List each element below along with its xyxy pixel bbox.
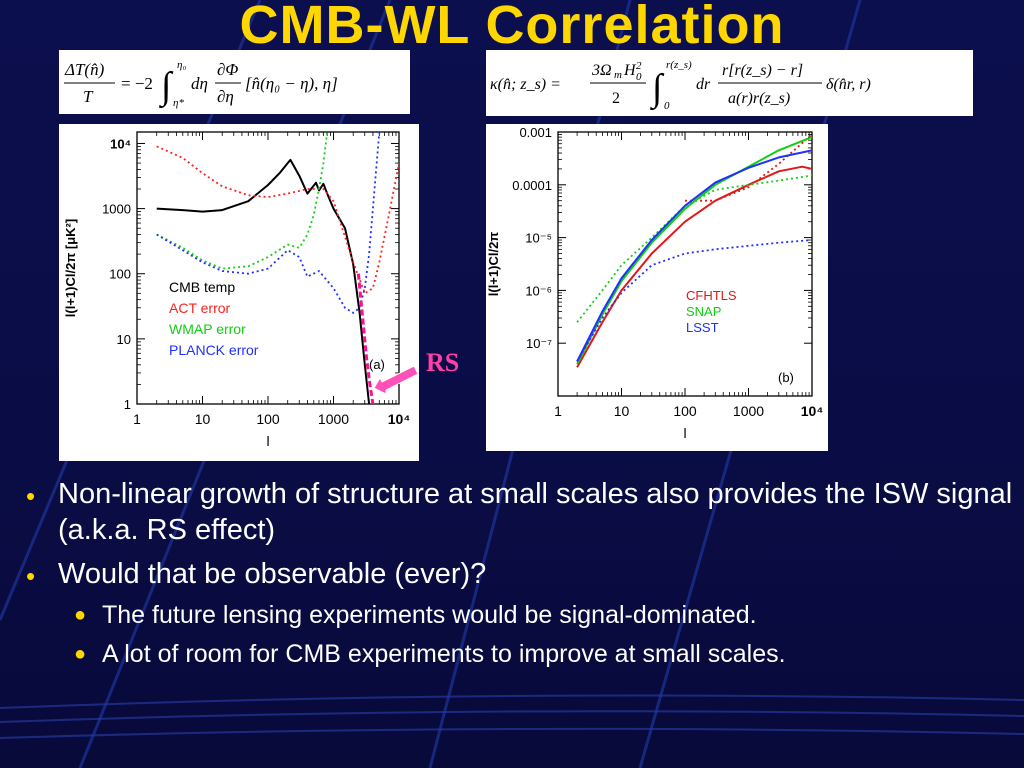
x-tick-label: 10⁴	[801, 403, 824, 419]
svg-text:δ(n̂r, r): δ(n̂r, r)	[826, 76, 871, 93]
svg-text:0: 0	[636, 71, 642, 83]
svg-text:a(r)r(z_s): a(r)r(z_s)	[728, 90, 790, 107]
plot-frame	[557, 131, 813, 397]
svg-text:r(z_s): r(z_s)	[666, 59, 692, 71]
svg-text:0: 0	[664, 100, 670, 112]
svg-text:∫: ∫	[159, 65, 174, 109]
svg-text:ΔT(n̂): ΔT(n̂)	[64, 60, 105, 79]
bullet-text: Non-linear growth of structure at small …	[58, 478, 1013, 546]
bullet-text: A lot of room for CMB experiments to imp…	[102, 640, 786, 668]
svg-text:[n̂(η₀ − η), η]: [n̂(η₀ − η), η]	[245, 74, 338, 93]
legend-entry: CFHTLS	[686, 288, 737, 303]
x-tick-label: 100	[256, 411, 280, 427]
x-tick-label: 1	[133, 411, 141, 427]
y-tick-label: 0.001	[519, 125, 552, 140]
svg-text:dr: dr	[696, 76, 711, 93]
legend-entry: PLANCK error	[169, 342, 259, 358]
svg-text:2: 2	[612, 90, 620, 107]
bullet-text: The future lensing experiments would be …	[102, 601, 757, 629]
series-group	[156, 132, 399, 404]
series-line-cfhtls	[576, 165, 812, 368]
svg-text:∂η: ∂η	[217, 87, 234, 106]
y-tick-label: 10⁴	[110, 136, 131, 151]
bullet-dot-icon: ●	[74, 604, 87, 626]
chart-b: 1 10 100 1000 10⁴ 10⁻⁷ 10⁻⁶ 10⁻⁵ 0.0001 0.001 l l(l…	[486, 125, 824, 441]
y-tick-label: 1	[124, 397, 131, 412]
svg-text:2: 2	[636, 60, 642, 72]
plot-frame	[136, 131, 400, 405]
x-axis-label: l	[683, 425, 686, 441]
legend-entry: CMB temp	[169, 279, 235, 295]
rs-arrow-icon	[373, 365, 419, 395]
legend-entry: ACT error	[169, 300, 231, 316]
y-tick-label: 10⁻⁷	[526, 336, 552, 351]
svg-text:3Ω: 3Ω	[591, 62, 612, 79]
bullet-dot-icon: •	[26, 481, 36, 511]
legend-entry: WMAP error	[169, 321, 246, 337]
slide-title: CMB-WL Correlation	[239, 0, 785, 55]
svg-text:η₀: η₀	[177, 59, 186, 71]
sub-bullet-item: ● The future lensing experiments would b…	[26, 600, 1016, 631]
svg-text:dη: dη	[191, 74, 208, 93]
series-line-lsst-noise	[576, 239, 812, 362]
svg-text:η*: η*	[173, 97, 184, 109]
bullet-item: • Non-linear growth of structure at smal…	[26, 476, 1016, 548]
bullet-item: • Would that be observable (ever)?	[26, 556, 1016, 592]
bullet-text: Would that be observable (ever)?	[58, 558, 487, 590]
legend-entry: LSST	[686, 320, 719, 335]
panel-label: (b)	[778, 370, 794, 385]
x-tick-label: 1	[554, 403, 562, 419]
series-line-lsst	[576, 149, 812, 362]
sub-bullet-item: ● A lot of room for CMB experiments to i…	[26, 639, 1016, 670]
x-tick-label: 100	[673, 403, 697, 419]
x-axis-label: l	[266, 433, 269, 449]
isw-equation: ΔT(n̂) T = −2 ∫ η₀ η* dη ∂Φ ∂η [n̂(η₀ − …	[59, 50, 410, 114]
chart-a-panel: 1 10 100 1000 10⁴ 1 10 100 1000 10⁴ l l(l+1)Cl/2π […	[59, 124, 419, 461]
svg-text:T: T	[83, 87, 94, 106]
convergence-equation: κ(n̂; z_s) = 3Ω m H 2 0 2 ∫ r(z_s) 0 dr r[r(…	[486, 50, 973, 116]
y-tick-label: 10	[117, 332, 131, 347]
y-tick-label: 10⁻⁶	[525, 283, 552, 298]
legend-entry: SNAP	[686, 304, 721, 319]
series-line-wmap-error	[156, 132, 329, 270]
series-line-rs	[356, 273, 375, 404]
svg-text:∂Φ: ∂Φ	[217, 60, 238, 79]
svg-text:= −2: = −2	[121, 74, 153, 93]
y-axis-label: l(l+1)Cl/2π	[486, 232, 501, 297]
series-line-cfhtls-noise	[685, 133, 812, 202]
panel-label: (a)	[369, 357, 385, 372]
y-tick-label: 100	[109, 267, 131, 282]
series-line-act-error	[156, 145, 399, 295]
bullet-dot-icon: •	[26, 561, 36, 591]
rs-label: RS	[426, 348, 460, 377]
series-line-planck-error	[156, 132, 381, 314]
series-group	[576, 133, 812, 368]
bullet-list: • Non-linear growth of structure at smal…	[26, 476, 1016, 678]
series-line-snap-noise	[576, 174, 812, 323]
svg-text:κ(n̂; z_s) =: κ(n̂; z_s) =	[490, 76, 561, 93]
y-tick-label: 1000	[102, 202, 131, 217]
y-tick-label: 0.0001	[512, 178, 552, 193]
y-tick-label: 10⁻⁵	[525, 231, 552, 246]
svg-text:r[r(z_s) − r]: r[r(z_s) − r]	[722, 62, 803, 79]
x-tick-label: 1000	[733, 403, 764, 419]
chart-a: 1 10 100 1000 10⁴ 1 10 100 1000 10⁴ l l(l+1)Cl/2π […	[63, 131, 411, 449]
svg-text:∫: ∫	[650, 67, 665, 111]
svg-text:H: H	[623, 62, 637, 79]
y-axis-label: l(l+1)Cl/2π [μK²]	[63, 219, 78, 317]
svg-text:m: m	[614, 69, 622, 81]
x-tick-label: 1000	[318, 411, 349, 427]
series-line-snap	[576, 136, 812, 365]
x-tick-label: 10⁴	[388, 411, 411, 427]
x-tick-label: 10	[614, 403, 630, 419]
bullet-dot-icon: ●	[74, 643, 87, 665]
chart-b-panel: 1 10 100 1000 10⁴ 10⁻⁷ 10⁻⁶ 10⁻⁵ 0.0001 0.001 l l(l…	[486, 124, 828, 451]
x-tick-label: 10	[195, 411, 211, 427]
